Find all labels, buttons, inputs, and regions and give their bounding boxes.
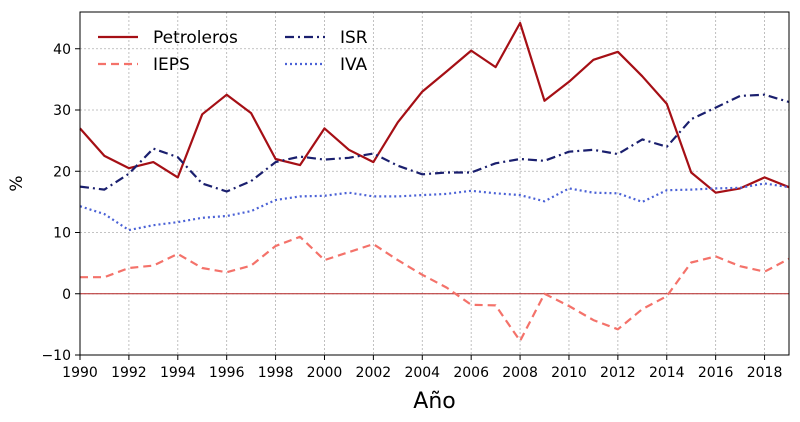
y-tick-label: 20 xyxy=(53,164,71,180)
plot-frame xyxy=(79,11,790,356)
grid xyxy=(79,12,789,356)
x-tick-label: 1990 xyxy=(62,365,98,381)
x-tick-label: 2002 xyxy=(356,365,392,381)
x-tick-label: 2000 xyxy=(307,365,343,381)
legend: Petroleros IEPS ISR IVA xyxy=(98,28,368,75)
series-line-isr xyxy=(79,93,790,193)
series-lines xyxy=(79,21,790,342)
x-axis-label: Año xyxy=(413,389,455,414)
axis-ticks: 1990 1992 1994 1996 1998 2000 2002 2004 2006 2008… xyxy=(41,42,782,381)
y-tick-label: 10 xyxy=(53,226,71,242)
x-tick-label: 2010 xyxy=(551,365,587,381)
y-axis-label: % xyxy=(7,175,27,191)
series-line-ieps xyxy=(80,235,790,342)
y-tick-label: 30 xyxy=(53,103,71,119)
x-tick-label: 2004 xyxy=(404,365,440,381)
y-tick-label: 40 xyxy=(53,42,71,58)
x-tick-label: 1994 xyxy=(160,365,196,381)
x-tick-label: 2008 xyxy=(502,365,538,381)
x-tick-label: 2012 xyxy=(600,365,636,381)
x-tick-label: 1998 xyxy=(258,365,294,381)
legend-label-ieps: IEPS xyxy=(153,55,190,75)
x-tick-label: 1996 xyxy=(209,365,245,381)
series-line-iva xyxy=(79,182,790,232)
x-tick-label: 2006 xyxy=(453,365,489,381)
legend-label-petroleros: Petroleros xyxy=(153,28,238,48)
legend-label-isr: ISR xyxy=(340,28,368,48)
x-tick-label: 2018 xyxy=(747,365,783,381)
x-tick-label: 2014 xyxy=(649,365,685,381)
series-line-petroleros xyxy=(79,21,790,194)
x-tick-label: 2016 xyxy=(698,365,734,381)
x-tick-label: 1992 xyxy=(111,365,147,381)
legend-label-iva: IVA xyxy=(340,55,368,75)
y-tick-label: 0 xyxy=(62,287,71,303)
y-tick-label: −10 xyxy=(41,348,71,364)
